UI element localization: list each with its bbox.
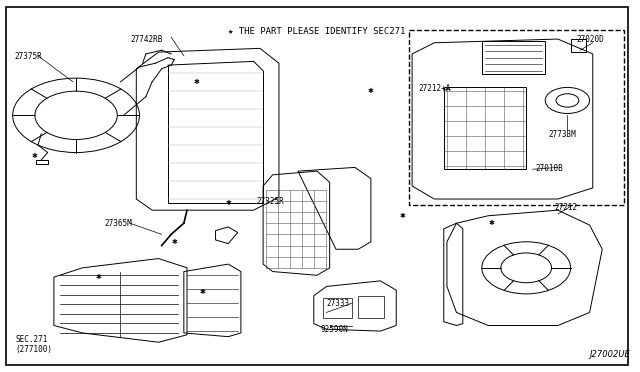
Text: 27212+A: 27212+A bbox=[419, 84, 451, 93]
Text: 27375R: 27375R bbox=[14, 52, 42, 61]
Bar bbox=[482, 41, 545, 74]
Text: ✱: ✱ bbox=[32, 153, 38, 159]
Bar bbox=[323, 298, 352, 318]
Text: ★ THE PART PLEASE IDENTIFY SEC271: ★ THE PART PLEASE IDENTIFY SEC271 bbox=[228, 27, 406, 36]
Text: 27325R: 27325R bbox=[257, 197, 285, 206]
Text: SEC.271
(277100): SEC.271 (277100) bbox=[16, 335, 53, 354]
Text: ✱: ✱ bbox=[225, 200, 231, 206]
Text: 27365M: 27365M bbox=[104, 219, 132, 228]
Text: ✱: ✱ bbox=[95, 274, 101, 280]
Text: 27333: 27333 bbox=[326, 299, 349, 308]
Text: J27002UE: J27002UE bbox=[589, 350, 630, 359]
Text: ✱: ✱ bbox=[399, 213, 406, 219]
Text: 27010B: 27010B bbox=[536, 164, 563, 173]
Text: 27212: 27212 bbox=[555, 203, 578, 212]
Text: ✱: ✱ bbox=[488, 220, 494, 226]
Bar bbox=[36, 160, 47, 164]
Text: ✱: ✱ bbox=[172, 239, 177, 245]
Text: ✱: ✱ bbox=[368, 88, 374, 94]
Text: 27742RB: 27742RB bbox=[130, 35, 163, 44]
Bar bbox=[409, 30, 625, 205]
Text: ✱: ✱ bbox=[200, 289, 206, 295]
Text: 92590N: 92590N bbox=[320, 326, 348, 334]
Text: 27020D: 27020D bbox=[577, 35, 605, 44]
Bar bbox=[358, 296, 383, 318]
Text: 27733M: 27733M bbox=[548, 130, 576, 139]
Bar bbox=[444, 87, 526, 169]
Bar bbox=[571, 39, 586, 52]
Text: ✱: ✱ bbox=[193, 79, 200, 85]
